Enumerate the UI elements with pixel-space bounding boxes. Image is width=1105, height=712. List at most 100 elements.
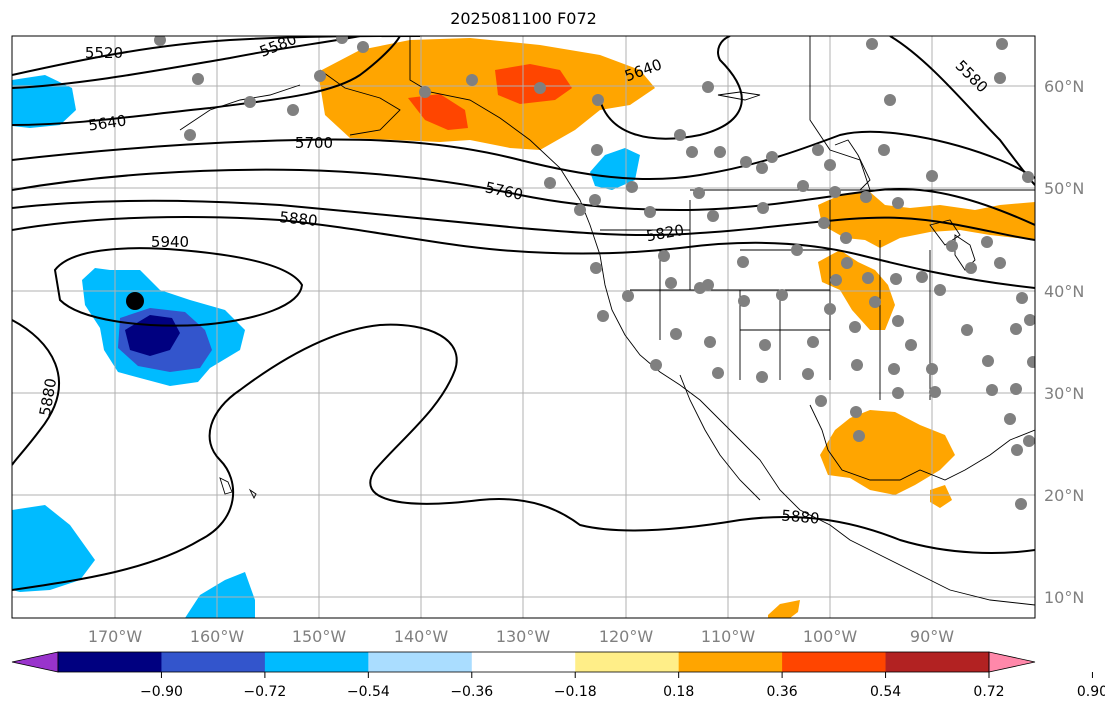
station-dot — [1011, 444, 1023, 456]
station-dot — [860, 191, 872, 203]
station-dot — [704, 336, 716, 348]
colorbar-swatch — [678, 652, 783, 672]
colorbar-swatch — [885, 652, 990, 672]
station-dot — [1010, 323, 1022, 335]
station-dot — [994, 72, 1006, 84]
station-dot — [670, 328, 682, 340]
station-dot — [244, 96, 256, 108]
colorbar: −0.90 −0.72 −0.54 −0.36 −0.18 0.18 0.36 0.54 0.7… — [11, 651, 1105, 700]
station-dot — [707, 210, 719, 222]
station-dot — [466, 74, 478, 86]
station-dot — [1022, 171, 1034, 183]
colorbar-label: 0.72 — [973, 684, 1004, 700]
station-dot — [590, 262, 602, 274]
station-dot — [154, 36, 166, 46]
station-dot — [665, 277, 677, 289]
shade-gulf-orange — [820, 410, 955, 495]
station-dot — [1024, 314, 1035, 326]
station-dot — [926, 363, 938, 375]
colorbar-label: −0.54 — [347, 684, 390, 700]
shade-nw-blue — [12, 75, 76, 128]
station-dot — [756, 371, 768, 383]
station-dot — [674, 129, 686, 141]
station-dot — [589, 194, 601, 206]
station-dot — [757, 202, 769, 214]
station-dot — [702, 81, 714, 93]
lat-tick: 50°N — [1044, 179, 1084, 198]
lon-tick: 110°W — [701, 627, 756, 646]
colorbar-label: 0.36 — [767, 684, 798, 700]
station-dot — [776, 289, 788, 301]
station-dot — [841, 257, 853, 269]
station-dot — [892, 315, 904, 327]
station-dot — [1027, 356, 1035, 368]
station-dot — [574, 204, 586, 216]
station-dot — [791, 244, 803, 256]
lon-tick: 170°W — [88, 627, 143, 646]
station-dot — [926, 170, 938, 182]
station-dot — [815, 395, 827, 407]
station-dot — [981, 236, 993, 248]
lat-tick: 10°N — [1044, 588, 1084, 607]
storm-center-marker — [126, 292, 144, 310]
station-dot — [850, 406, 862, 418]
station-dot — [824, 159, 836, 171]
colorbar-swatch — [161, 652, 266, 672]
station-dot — [740, 156, 752, 168]
lat-tick: 40°N — [1044, 282, 1084, 301]
station-dot — [1023, 435, 1035, 447]
colorbar-label: −0.18 — [554, 684, 597, 700]
colorbar-swatch — [368, 652, 473, 672]
station-dot — [892, 387, 904, 399]
lon-tick: 100°W — [803, 627, 858, 646]
station-dot — [807, 336, 819, 348]
lat-tick: 20°N — [1044, 486, 1084, 505]
longitude-ticks: 170°W 160°W 150°W 140°W 130°W 120°W 110°… — [88, 627, 954, 646]
station-dot — [862, 272, 874, 284]
station-markers — [154, 36, 1035, 510]
lat-tick: 30°N — [1044, 384, 1084, 403]
colorbar-label: −0.36 — [450, 684, 493, 700]
shade-alaska-red1 — [495, 64, 572, 104]
lon-tick: 150°W — [292, 627, 347, 646]
station-dot — [597, 310, 609, 322]
station-dot — [759, 339, 771, 351]
shade-s-blue — [185, 572, 255, 618]
station-dot — [658, 250, 670, 262]
height-contours — [12, 36, 1035, 591]
station-dot — [544, 177, 556, 189]
station-dot — [892, 197, 904, 209]
station-dot — [693, 187, 705, 199]
anomaly-shading — [12, 38, 1035, 618]
lon-tick: 160°W — [190, 627, 245, 646]
station-dot — [766, 151, 778, 163]
colorbar-swatch — [471, 652, 576, 672]
map-frame — [11, 35, 1036, 619]
station-dot — [840, 232, 852, 244]
station-dot — [849, 321, 861, 333]
station-dot — [1016, 292, 1028, 304]
station-dot — [738, 295, 750, 307]
lat-tick: 60°N — [1044, 77, 1084, 96]
station-dot — [851, 359, 863, 371]
colorbar-extend-high — [988, 651, 1036, 673]
shade-bc-blue — [590, 148, 640, 190]
colorbar-label: 0.90 — [1077, 684, 1105, 700]
station-dot — [357, 41, 369, 53]
colorbar-swatch — [782, 652, 887, 672]
station-dot — [818, 217, 830, 229]
contour-label: 5520 — [85, 44, 123, 62]
lon-tick: 140°W — [394, 627, 449, 646]
station-dot — [869, 296, 881, 308]
station-dot — [905, 339, 917, 351]
shade-sw-blue — [12, 505, 95, 592]
station-dot — [686, 146, 698, 158]
station-dot — [714, 146, 726, 158]
station-dot — [712, 367, 724, 379]
shade-carib-orange — [930, 485, 952, 508]
shade-alaska-red2 — [408, 94, 468, 130]
station-dot — [961, 324, 973, 336]
colorbar-swatch — [58, 652, 162, 672]
contour-label: 5700 — [295, 134, 333, 152]
